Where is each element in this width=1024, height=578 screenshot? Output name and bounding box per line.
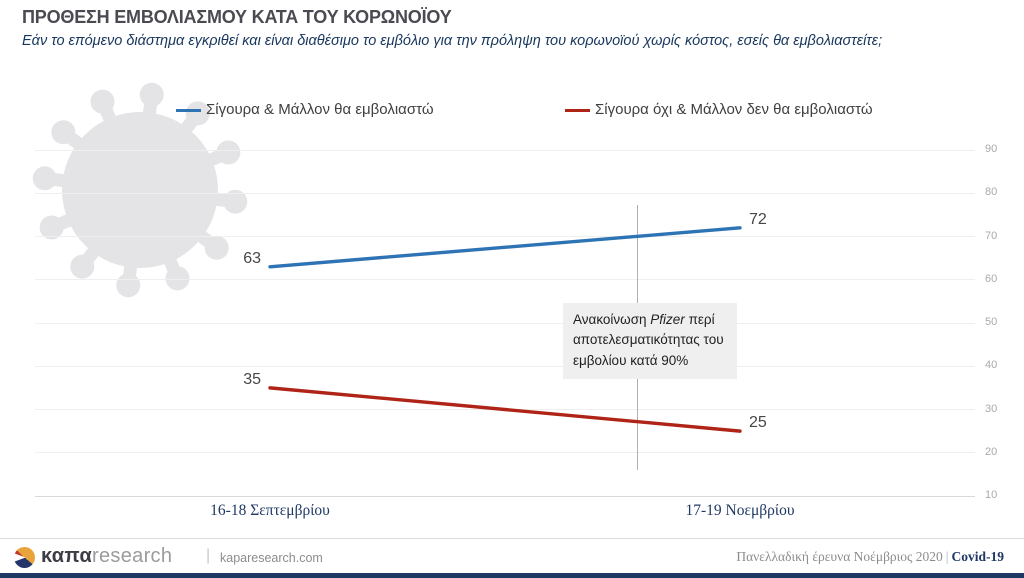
series-line-1 (268, 386, 742, 433)
virus-spike-knob (223, 189, 248, 214)
kapa-logo-icon (14, 547, 35, 568)
y-axis-tick-label: 40 (985, 359, 998, 372)
legend-label: Σίγουρα & Μάλλον θα εμβολιαστώ (206, 101, 434, 118)
y-axis-tick-label: 60 (985, 272, 998, 285)
legend-item-will-vaccinate: Σίγουρα & Μάλλον θα εμβολιαστώ (176, 101, 434, 118)
y-axis-tick-label: 80 (985, 186, 998, 199)
survey-label: Πανελλαδική έρευνα Νοέμβριος 2020 (736, 549, 943, 564)
page-title: ΠΡΟΘΕΣΗ ΕΜΒΟΛΙΑΣΜΟΥ ΚΑΤΑ ΤΟΥ ΚΟΡΩΝΟΪΟΥ (22, 7, 452, 27)
gridline (35, 279, 975, 281)
y-axis-tick-label: 10 (985, 489, 998, 501)
gridline (35, 365, 975, 367)
footer-divider (0, 538, 1024, 539)
data-point-label: 25 (749, 414, 767, 432)
data-point-label: 35 (243, 370, 261, 388)
gridline (35, 192, 975, 194)
legend-swatch-blue (176, 108, 201, 112)
virus-spike-knob (185, 101, 210, 126)
footer-right-separator: | (945, 549, 949, 564)
annotation-text: περί αποτελεσματικότητας του εμβολίου κα… (573, 312, 724, 368)
y-axis-tick-label: 30 (985, 402, 998, 415)
gridline (35, 452, 975, 454)
virus-spike-knob (204, 235, 229, 260)
footer-separator: | (206, 547, 211, 564)
brand-bold: καπα (41, 545, 93, 567)
brand-light: research (92, 545, 173, 567)
footer-survey-info: Πανελλαδική έρευνα Νοέμβριος 2020 | Covid-… (736, 549, 1004, 565)
series-line-0 (268, 226, 742, 269)
brand-logo-text: καπαresearch (41, 545, 172, 568)
virus-spike-knob (216, 140, 241, 165)
website-link[interactable]: kaparesearch.com (220, 551, 323, 565)
legend-item-wont-vaccinate: Σίγουρα όχι & Μάλλον δεν θα εμβολιαστώ (565, 101, 873, 118)
virus-spike-knob (32, 166, 57, 191)
virus-spike-knob (165, 266, 190, 291)
data-point-label: 72 (749, 210, 767, 228)
y-axis-tick-label: 20 (985, 445, 998, 458)
gridline (35, 322, 975, 324)
x-axis-label-november: 17-19 Νοεμβρίου (685, 502, 795, 519)
annotation-text-italic: Pfizer (650, 312, 685, 327)
page-subtitle: Εάν το επόμενο διάστημα εγκριθεί και είν… (22, 33, 883, 49)
annotation-text: Ανακοίνωση (573, 312, 651, 327)
y-axis-tick-label: 90 (985, 143, 998, 155)
pfizer-annotation: Ανακοίνωση Pfizer περί αποτελεσματικότητ… (563, 303, 737, 379)
virus-spike-knob (139, 82, 164, 107)
x-axis-label-september: 16-18 Σεπτεμβρίου (210, 502, 330, 519)
virus-spike-knob (70, 254, 95, 279)
legend-label: Σίγουρα όχι & Μάλλον δεν θα εμβολιαστώ (595, 101, 873, 118)
series-svg (268, 226, 742, 433)
gridline (35, 495, 975, 497)
virus-spike-knob (51, 120, 76, 145)
virus-spike-knob (39, 215, 64, 240)
y-axis: 10 20 30 40 50 60 70 80 90 (985, 143, 1015, 501)
virus-body (62, 112, 218, 268)
plot-area: Ανακοίνωση Pfizer περί αποτελεσματικότητ… (35, 149, 975, 497)
legend-swatch-red (565, 108, 590, 112)
gridline (35, 236, 975, 237)
y-axis-tick-label: 70 (985, 229, 998, 242)
gridline (35, 149, 975, 151)
bottom-accent-bar (0, 573, 1024, 578)
y-axis-tick-label: 50 (985, 316, 998, 328)
survey-topic: Covid-19 (951, 549, 1004, 564)
virus-spike-knob (90, 89, 115, 114)
data-point-label: 63 (243, 249, 261, 267)
